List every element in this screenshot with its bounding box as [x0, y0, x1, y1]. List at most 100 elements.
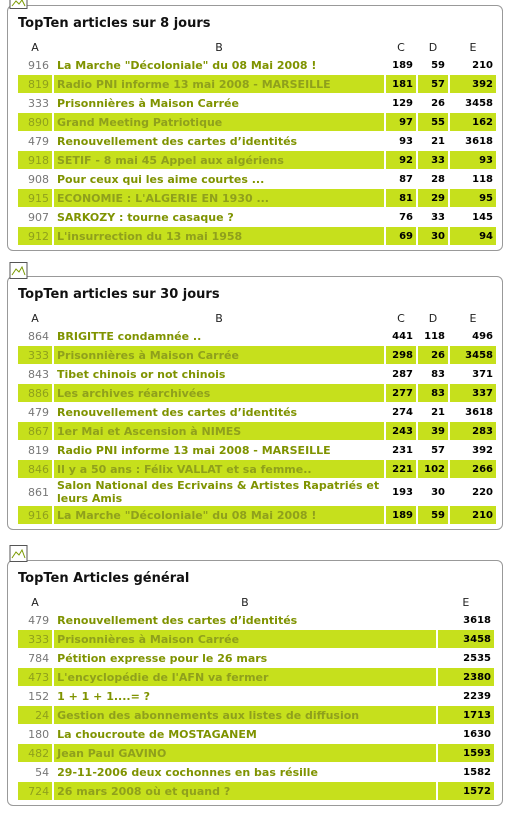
cell: 479	[28, 613, 50, 627]
cell: 908	[28, 172, 49, 186]
row: 482 Jean Paul GAVINO 1593	[18, 744, 494, 762]
article-link[interactable]: Prisonnières à Maison Carrée	[57, 96, 239, 110]
cell: 59	[418, 506, 448, 524]
row: 915 ECONOMIE : L'ALGERIE EN 1930 ... 81 29 9…	[18, 189, 496, 207]
column-header: E	[469, 311, 477, 325]
cell: 861	[28, 485, 49, 499]
column-header: A	[31, 595, 39, 609]
cell: 30	[418, 227, 448, 245]
cell: 57	[431, 444, 445, 456]
article-link[interactable]: La Marche "Décoloniale" du 08 Mai 2008 !	[54, 506, 384, 524]
article-link[interactable]: Salon National des Ecrivains & Artistes …	[57, 479, 380, 505]
article-link[interactable]: BRIGITTE condamnée ..	[57, 329, 202, 343]
article-link[interactable]: Il y a 50 ans : Félix VALLAT et sa femme…	[54, 460, 384, 478]
article-link[interactable]: Radio PNI informe 13 mai 2008 - MARSEILL…	[54, 75, 384, 93]
cell: 94	[450, 227, 496, 245]
row: 819 Radio PNI informe 13 mai 2008 - MARSE…	[18, 75, 496, 93]
article-link[interactable]: ECONOMIE : L'ALGERIE EN 1930 ...	[54, 189, 384, 207]
cell: 371	[472, 368, 493, 380]
article-link[interactable]: Renouvellement des cartes d’identités	[57, 613, 298, 627]
cell: 441	[392, 330, 413, 342]
article-link[interactable]: Pour ceux qui les aime courtes ...	[57, 172, 265, 186]
cell: 93	[450, 151, 496, 169]
cell: 915	[18, 189, 52, 207]
cell: 145	[472, 211, 493, 223]
cell: 69	[386, 227, 416, 245]
row: 843 Tibet chinois or not chinois 287 83 371	[18, 365, 496, 383]
article-link[interactable]: Prisonnières à Maison Carrée	[54, 630, 436, 648]
article-link[interactable]: 26 mars 2008 où et quand ?	[54, 782, 436, 800]
row: 473 L'encyclopédie de l'AFN va fermer 2380	[18, 668, 494, 686]
cell: 1713	[437, 706, 494, 724]
article-link[interactable]: SARKOZY : tourne casaque ?	[57, 210, 234, 224]
cell: 918	[18, 151, 52, 169]
article-link[interactable]: Les archives réarchivées	[54, 384, 384, 402]
article-link[interactable]: Renouvellement des cartes d’identités	[57, 134, 298, 148]
cell: 55	[418, 113, 448, 131]
table: A B E 479 Renouvellement des cartes d’identi…	[16, 593, 496, 801]
article-link[interactable]: L'insurrection du 13 mai 1958	[54, 227, 384, 245]
cell: 2239	[463, 690, 491, 702]
cell: 333	[18, 346, 52, 364]
article-link[interactable]: 29-11-2006 deux cochonnes en bas résille	[57, 765, 318, 779]
cell: 21	[431, 406, 445, 418]
article-link[interactable]: 1 + 1 + 1....= ?	[57, 689, 150, 703]
column-header: B	[215, 311, 223, 325]
cell: 479	[28, 134, 49, 148]
cell: 83	[431, 368, 445, 380]
cell: 1572	[437, 782, 494, 800]
article-link[interactable]: 1er Mai et Ascension à NIMES	[54, 422, 384, 440]
cell: 87	[399, 173, 413, 185]
cell: 180	[28, 727, 50, 741]
article-link[interactable]: Radio PNI informe 13 mai 2008 - MARSEILL…	[57, 443, 331, 457]
article-link[interactable]: La Marche "Décoloniale" du 08 Mai 2008 !	[57, 58, 317, 72]
panel-title: TopTen articles sur 30 jours	[18, 287, 220, 302]
cell: 221	[386, 460, 416, 478]
row: 180 La choucroute de MOSTAGANEM 1630	[18, 725, 494, 743]
table: A B C D E 916 La Marche "Décoloniale" du 08 Ma…	[16, 38, 498, 246]
article-link[interactable]: L'encyclopédie de l'AFN va fermer	[54, 668, 436, 686]
article-link[interactable]: Prisonnières à Maison Carrée	[54, 346, 384, 364]
cell: 243	[386, 422, 416, 440]
panel-title: TopTen Articles général	[18, 571, 190, 586]
cell: 28	[431, 173, 445, 185]
column-header: C	[397, 40, 405, 54]
cell: 3458	[437, 630, 494, 648]
article-link[interactable]: Jean Paul GAVINO	[54, 744, 436, 762]
row: 54 29-11-2006 deux cochonnes en bas résil…	[18, 763, 494, 781]
article-link[interactable]: La choucroute de MOSTAGANEM	[57, 727, 257, 741]
column-header: D	[428, 40, 438, 54]
cell: 886	[18, 384, 52, 402]
cell: 92	[386, 151, 416, 169]
cell: 21	[431, 135, 445, 147]
cell: 118	[472, 173, 493, 185]
article-link[interactable]: SETIF - 8 mai 45 Appel aux algériens	[54, 151, 384, 169]
cell: 3618	[465, 135, 493, 147]
cell: 916	[18, 506, 52, 524]
cell: 210	[472, 59, 493, 71]
column-header: A	[31, 40, 39, 54]
header-row: A B C D E	[18, 39, 496, 55]
cell: 129	[392, 97, 413, 109]
cell: 3618	[465, 406, 493, 418]
cell: 867	[18, 422, 52, 440]
cell: 2535	[463, 652, 491, 664]
panel: TopTen Articles général A B E 479 Renouvellem…	[7, 560, 503, 806]
article-link[interactable]: Renouvellement des cartes d’identités	[57, 405, 298, 419]
article-link[interactable]: Tibet chinois or not chinois	[57, 367, 226, 381]
cell: 30	[431, 486, 445, 498]
cell: 54	[35, 765, 50, 779]
row: 479 Renouvellement des cartes d’identités…	[18, 132, 496, 150]
article-link[interactable]: Pétition expresse pour le 26 mars	[57, 651, 268, 665]
cell: 189	[392, 59, 413, 71]
column-header: A	[31, 311, 39, 325]
column-header: C	[397, 311, 405, 325]
article-link[interactable]: Gestion des abonnements aux listes de di…	[54, 706, 436, 724]
cell: 83	[418, 384, 448, 402]
row: 861 Salon National des Ecrivains & Artist…	[18, 479, 496, 505]
article-link[interactable]: Grand Meeting Patriotique	[54, 113, 384, 131]
row: 890 Grand Meeting Patriotique 97 55 162	[18, 113, 496, 131]
cell: 97	[386, 113, 416, 131]
column-header: E	[469, 40, 477, 54]
